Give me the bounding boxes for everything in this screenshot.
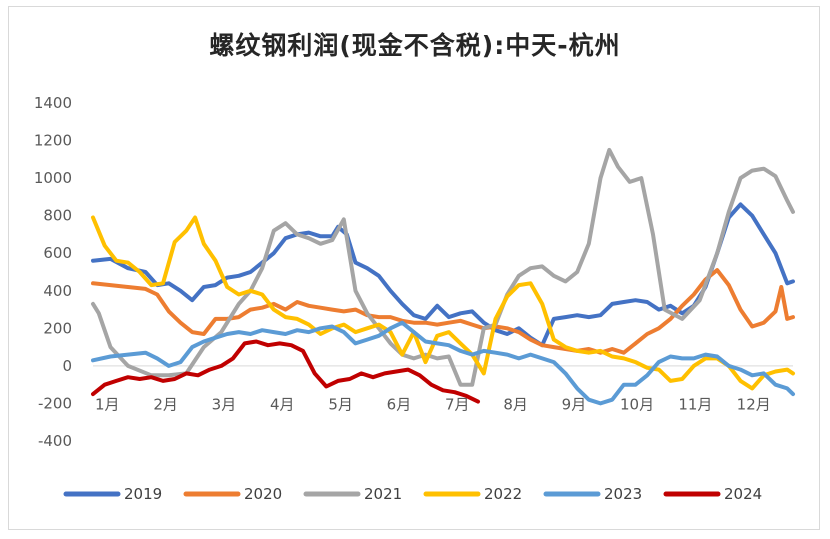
legend[interactable]: 2019 2020 2021 2022 2023 2024 bbox=[63, 485, 762, 503]
y-tick-label: 600 bbox=[43, 244, 72, 262]
legend-label: 2021 bbox=[364, 485, 402, 503]
y-tick-label: 1200 bbox=[34, 132, 72, 150]
x-tick-label: 7月 bbox=[445, 395, 470, 413]
legend-item-2023[interactable]: 2023 bbox=[543, 485, 642, 503]
y-tick-label: 200 bbox=[43, 319, 72, 337]
x-tick-label: 2月 bbox=[153, 395, 178, 413]
x-tick-label: 8月 bbox=[503, 395, 528, 413]
series-line-2024 bbox=[91, 339, 480, 404]
legend-item-2020[interactable]: 2020 bbox=[183, 485, 282, 503]
x-tick-label: 9月 bbox=[562, 395, 587, 413]
series-line-2022 bbox=[91, 215, 795, 391]
y-tick-label: -400 bbox=[38, 432, 72, 450]
legend-item-2019[interactable]: 2019 bbox=[63, 485, 162, 503]
legend-label: 2020 bbox=[244, 485, 282, 503]
y-tick-label: 0 bbox=[62, 357, 72, 375]
y-tick-label: 1000 bbox=[34, 169, 72, 187]
x-tick-label: 4月 bbox=[270, 395, 295, 413]
chart-frame bbox=[8, 6, 820, 530]
x-tick-label: 1月 bbox=[95, 395, 120, 413]
legend-label: 2024 bbox=[724, 485, 762, 503]
legend-label: 2023 bbox=[604, 485, 642, 503]
y-tick-label: -200 bbox=[38, 394, 72, 412]
legend-label: 2022 bbox=[484, 485, 522, 503]
legend-item-2024[interactable]: 2024 bbox=[663, 485, 762, 503]
legend-label: 2019 bbox=[124, 485, 162, 503]
series-line-2021 bbox=[91, 147, 795, 387]
series-lines bbox=[91, 147, 795, 406]
x-tick-label: 5月 bbox=[328, 395, 353, 413]
y-tick-label: 800 bbox=[43, 207, 72, 225]
series-line-2019 bbox=[91, 202, 795, 348]
x-tick-label: 10月 bbox=[620, 395, 654, 413]
x-tick-label: 12月 bbox=[737, 395, 771, 413]
y-tick-label: 400 bbox=[43, 282, 72, 300]
x-tick-label: 3月 bbox=[212, 395, 237, 413]
y-tick-label: 1400 bbox=[34, 94, 72, 112]
legend-item-2021[interactable]: 2021 bbox=[303, 485, 402, 503]
x-tick-label: 11月 bbox=[678, 395, 712, 413]
x-axis: 1月 2月 3月 4月 5月 6月 7月 8月 9月 10月 11月 12月 bbox=[93, 365, 793, 413]
chart-title: 螺纹钢利润(现金不含税):中天-杭州 bbox=[209, 31, 621, 60]
legend-item-2022[interactable]: 2022 bbox=[423, 485, 522, 503]
x-tick-label: 6月 bbox=[387, 395, 412, 413]
y-axis-tick-labels: -400 -200 0 200 400 600 800 1000 1200 1400 bbox=[34, 94, 72, 450]
series-line-2023 bbox=[91, 320, 795, 406]
